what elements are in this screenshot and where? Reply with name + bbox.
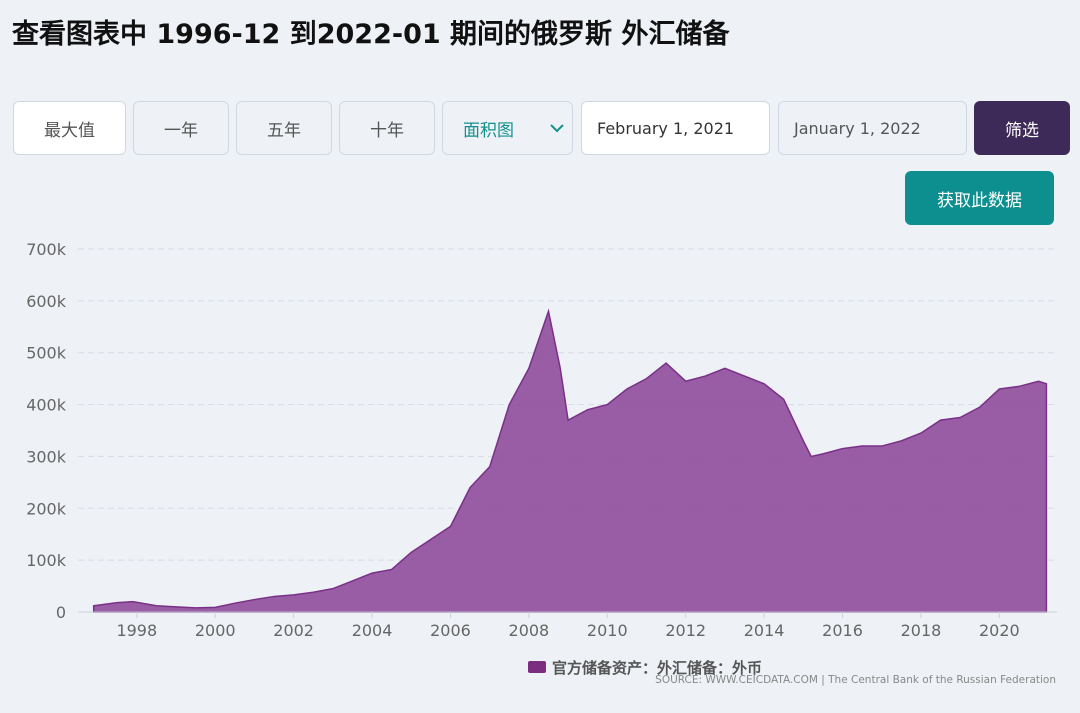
chart-type: 面积图 <box>463 120 514 141</box>
range-1y[interactable]: 一年 <box>133 101 229 155</box>
area <box>92 308 1048 613</box>
get-data-button[interactable]: 获取此数据 <box>905 171 1054 225</box>
range-max[interactable]: 最大值 <box>13 101 126 155</box>
x-tick-label: 2012 <box>665 621 706 640</box>
x-tick-label: 2016 <box>822 621 863 640</box>
y-tick-label: 300k <box>26 447 67 466</box>
x-tick-label: 2010 <box>587 621 628 640</box>
x-tick-label: 2000 <box>195 621 236 640</box>
y-tick-label: 100k <box>26 551 67 570</box>
y-tick-label: 400k <box>26 396 67 415</box>
y-tick-label: 700k <box>26 240 67 259</box>
date-from[interactable]: February 1, 2021 <box>581 101 770 155</box>
date-to[interactable]: January 1, 2022 <box>778 101 967 155</box>
x-tick-label: 2004 <box>352 621 393 640</box>
x-tick-label: 2002 <box>273 621 314 640</box>
x-tick-label: 2018 <box>901 621 942 640</box>
range-10y[interactable]: 十年 <box>339 101 435 155</box>
x-tick-label: 2014 <box>744 621 785 640</box>
y-tick-label: 200k <box>26 499 67 518</box>
legend-label: 官方储备资产：外汇储备：外币 <box>552 659 762 677</box>
legend-swatch <box>528 661 546 673</box>
y-tick-label: 0 <box>56 603 66 622</box>
y-tick-label: 600k <box>26 292 67 311</box>
chart-type-select[interactable]: 面积图 <box>442 101 573 155</box>
x-tick-label: 2006 <box>430 621 471 640</box>
page-title: 查看图表中 1996-12 到2022-01 期间的俄罗斯 外汇储备 <box>12 19 730 50</box>
range-5y[interactable]: 五年 <box>236 101 332 155</box>
x-tick-label: 1998 <box>116 621 157 640</box>
x-tick-label: 2008 <box>509 621 550 640</box>
dropdown-arrow <box>550 124 564 133</box>
x-tick-label: 2020 <box>979 621 1020 640</box>
y-tick-label: 500k <box>26 344 67 363</box>
source: SOURCE: WWW.CEICDATA.COM | The Central B… <box>655 674 1056 686</box>
filter-button[interactable]: 筛选 <box>974 101 1070 155</box>
